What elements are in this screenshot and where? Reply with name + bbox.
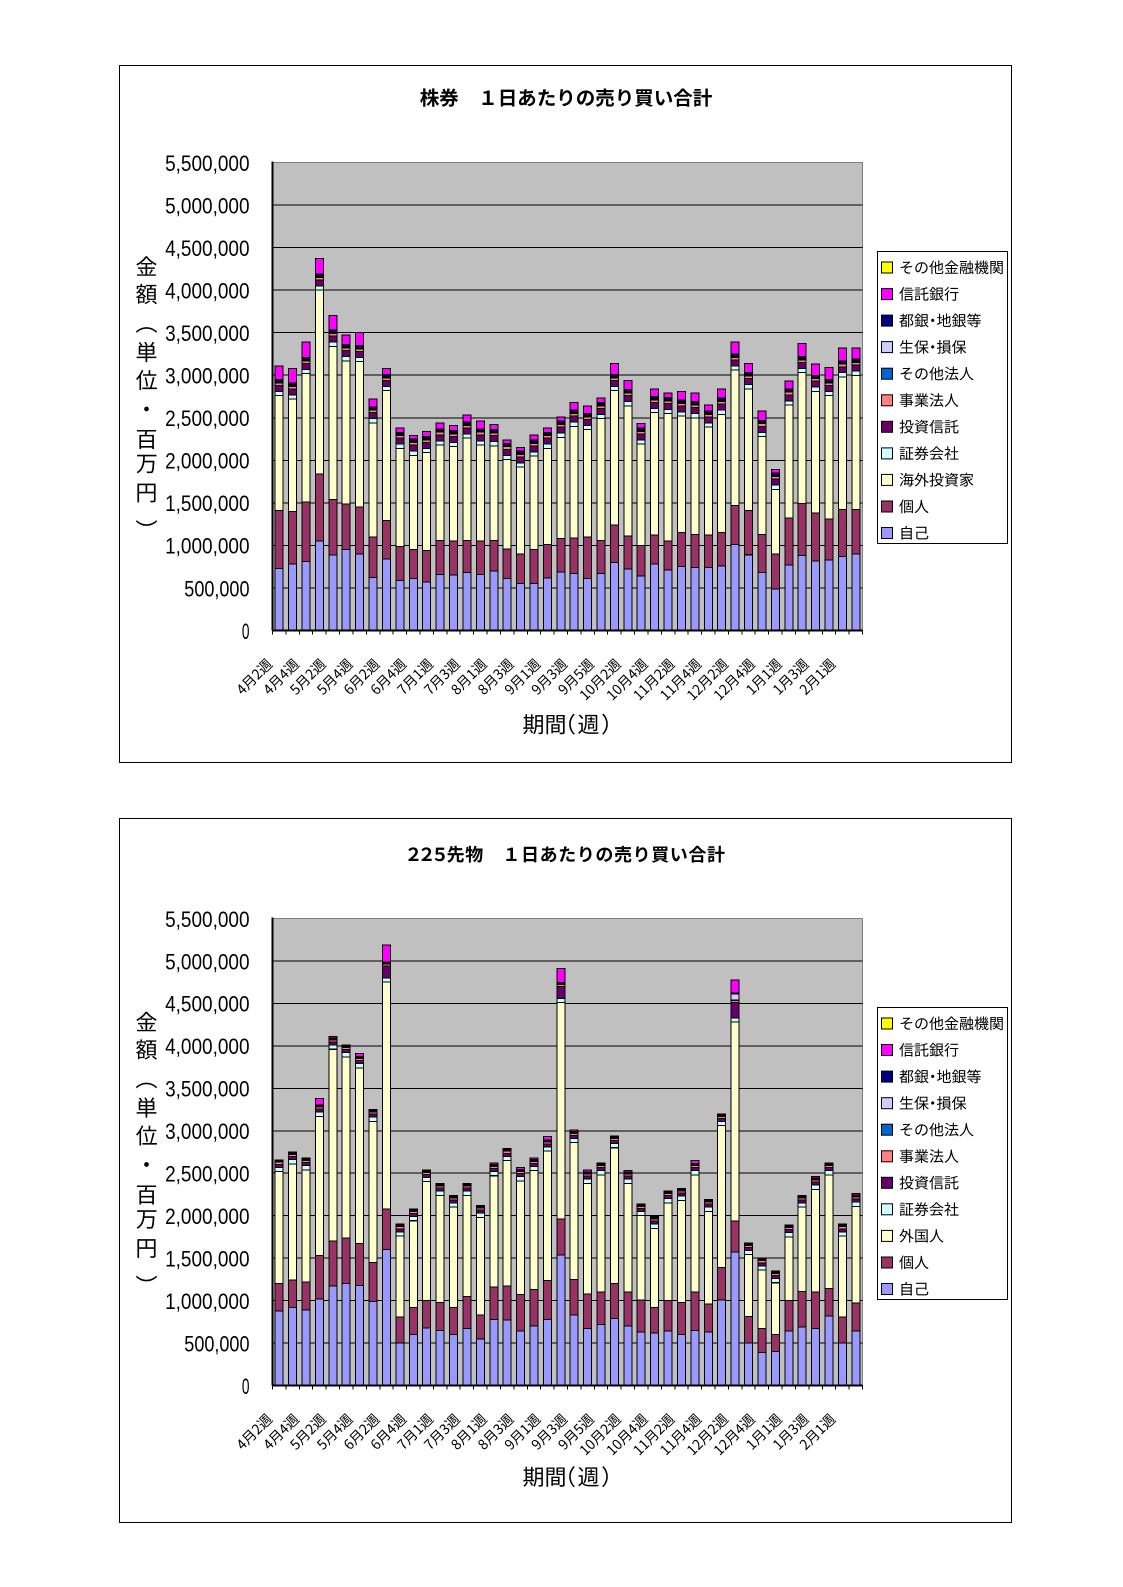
svg-text:5,000,000: 5,000,000 <box>165 949 249 974</box>
svg-text:1,500,000: 1,500,000 <box>165 1246 249 1271</box>
svg-text:0: 0 <box>242 1374 250 1399</box>
svg-text:500,000: 500,000 <box>184 1331 249 1356</box>
svg-text:4,000,000: 4,000,000 <box>165 1034 249 1059</box>
svg-text:500,000: 500,000 <box>184 576 249 601</box>
svg-text:0: 0 <box>242 619 250 644</box>
svg-text:4,000,000: 4,000,000 <box>165 278 249 303</box>
svg-text:1,500,000: 1,500,000 <box>165 491 249 516</box>
svg-text:5,500,000: 5,500,000 <box>165 907 249 932</box>
svg-text:4,500,000: 4,500,000 <box>165 992 249 1017</box>
svg-text:1,000,000: 1,000,000 <box>165 534 249 559</box>
svg-text:4,500,000: 4,500,000 <box>165 236 249 261</box>
svg-text:3,000,000: 3,000,000 <box>165 1119 249 1144</box>
svg-text:2,500,000: 2,500,000 <box>165 406 249 431</box>
svg-text:5,000,000: 5,000,000 <box>165 193 249 218</box>
svg-text:2,500,000: 2,500,000 <box>165 1162 249 1187</box>
svg-text:2,000,000: 2,000,000 <box>165 449 249 474</box>
svg-text:3,000,000: 3,000,000 <box>165 364 249 389</box>
svg-text:5,500,000: 5,500,000 <box>165 151 249 176</box>
svg-text:3,500,000: 3,500,000 <box>165 321 249 346</box>
svg-text:2,000,000: 2,000,000 <box>165 1204 249 1229</box>
svg-text:1,000,000: 1,000,000 <box>165 1289 249 1314</box>
svg-text:3,500,000: 3,500,000 <box>165 1077 249 1102</box>
